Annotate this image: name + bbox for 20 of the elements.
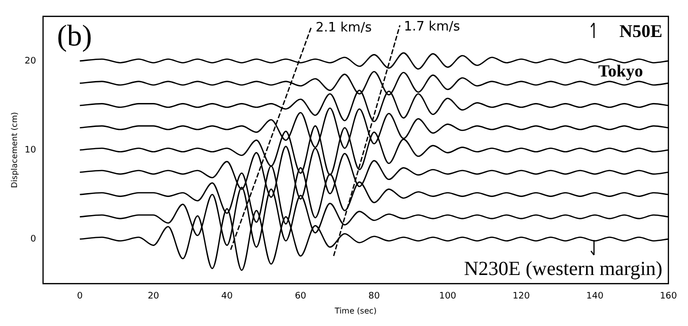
- series-label: 2.1 km/s: [316, 20, 372, 36]
- annotation: N230E (western margin): [464, 258, 662, 280]
- annotation: Tokyo: [598, 62, 643, 81]
- chart-title: (b): [57, 19, 92, 52]
- x-tick-label: 20: [148, 291, 160, 302]
- x-tick-label: 80: [368, 291, 380, 302]
- y-tick-label: 0: [30, 234, 36, 244]
- y-axis-title: Displacement (cm): [10, 112, 19, 188]
- x-tick-label: 140: [586, 291, 604, 302]
- x-tick-label: 60: [294, 291, 307, 302]
- annotation: N50E: [619, 21, 662, 42]
- x-tick-label: 40: [221, 291, 233, 302]
- x-axis-title: Time (sec): [334, 306, 377, 316]
- x-tick-label: 160: [660, 291, 678, 302]
- y-tick-label: 10: [24, 145, 36, 156]
- y-tick-label: 20: [24, 56, 36, 66]
- x-tick-label: 120: [512, 291, 530, 302]
- x-tick-label: 0: [76, 291, 83, 302]
- x-tick-label: 100: [439, 291, 457, 302]
- series-label: 1.7 km/s: [404, 20, 460, 35]
